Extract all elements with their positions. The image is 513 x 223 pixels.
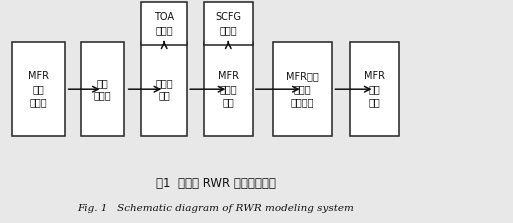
Text: MFR文法
参数和
状态估计: MFR文法 参数和 状态估计	[286, 71, 319, 107]
Bar	[81, 42, 124, 136]
Text: MFR
信号
模拟器: MFR 信号 模拟器	[28, 71, 49, 107]
Text: MFR
态势
显示: MFR 态势 显示	[364, 71, 385, 107]
Text: MFR
辐射源
识别: MFR 辐射源 识别	[218, 71, 239, 107]
Bar	[204, 2, 253, 45]
Text: 图1  模式类 RWR 建模系统框图: 图1 模式类 RWR 建模系统框图	[155, 178, 275, 190]
Text: TOA
模板库: TOA 模板库	[154, 12, 174, 35]
Text: Fig. 1   Schematic diagram of RWR modeling system: Fig. 1 Schematic diagram of RWR modeling…	[77, 204, 354, 213]
Bar	[141, 42, 187, 136]
Bar	[204, 42, 253, 136]
Bar	[11, 42, 66, 136]
Bar	[141, 2, 187, 45]
Bar	[350, 42, 399, 136]
Text: SCFG
模板库: SCFG 模板库	[215, 12, 241, 35]
Text: 信号
分选器: 信号 分选器	[94, 78, 111, 101]
Text: 雷达字
提取: 雷达字 提取	[155, 78, 173, 101]
Bar	[273, 42, 332, 136]
